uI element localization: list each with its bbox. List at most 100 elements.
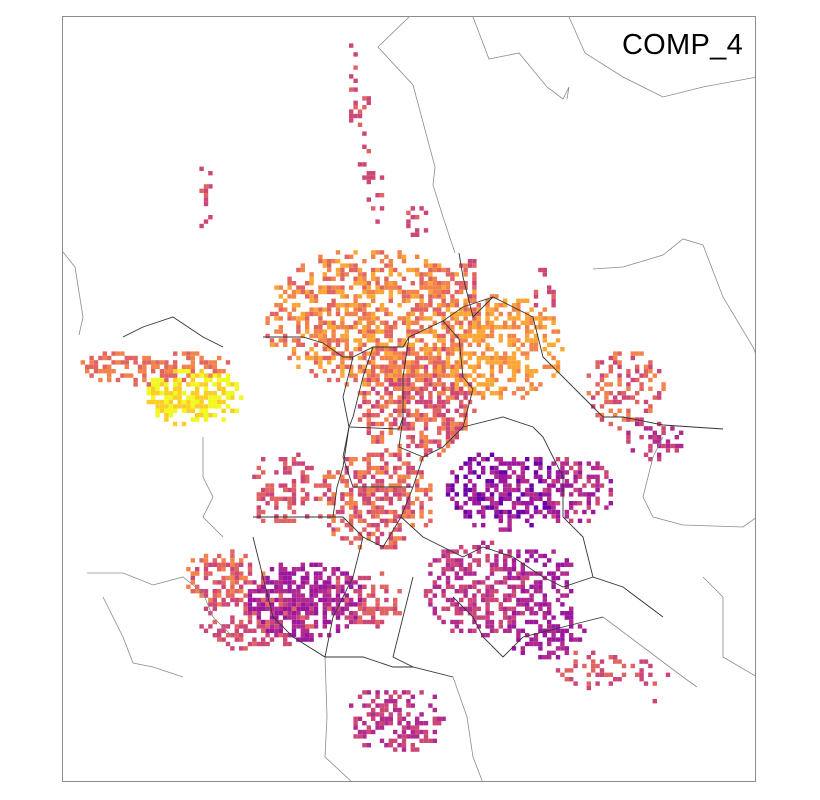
hex-cell bbox=[401, 298, 407, 303]
hex-cell bbox=[503, 575, 508, 581]
hex-cell bbox=[450, 369, 455, 374]
hex-cell bbox=[428, 602, 433, 607]
district-inner-b bbox=[348, 346, 404, 430]
hex-cell bbox=[533, 386, 539, 391]
hex-cell bbox=[472, 333, 477, 339]
hex-cell bbox=[296, 593, 301, 598]
hex-cell bbox=[406, 492, 411, 497]
hex-cell bbox=[384, 369, 389, 374]
hex-cell bbox=[419, 439, 424, 444]
hex-cell bbox=[305, 514, 310, 519]
hex-cell bbox=[366, 743, 371, 748]
hex-cell bbox=[375, 347, 380, 352]
hex-cell bbox=[599, 483, 605, 488]
hex-cell bbox=[432, 716, 437, 721]
hex-cell bbox=[379, 430, 385, 435]
hex-cell bbox=[428, 347, 433, 352]
hex-cell bbox=[265, 333, 270, 339]
hex-cell bbox=[560, 593, 565, 598]
hex-cell bbox=[410, 351, 415, 356]
hex-cell bbox=[498, 518, 503, 523]
hex-cell bbox=[199, 624, 204, 629]
hex-cell bbox=[291, 347, 297, 352]
hex-cell bbox=[652, 373, 657, 378]
hex-cell bbox=[525, 509, 530, 515]
hex-cell bbox=[274, 633, 279, 638]
hex-cell bbox=[489, 320, 495, 325]
hex-cell bbox=[344, 254, 349, 259]
hex-cell bbox=[221, 637, 226, 642]
hex-cell bbox=[406, 325, 411, 330]
hex-cell bbox=[278, 307, 283, 312]
hex-cell bbox=[221, 580, 226, 585]
hex-cell bbox=[613, 360, 618, 365]
hex-cell bbox=[608, 364, 613, 369]
hex-cell bbox=[322, 483, 327, 488]
hex-cell bbox=[401, 254, 407, 259]
hex-cell bbox=[476, 624, 481, 629]
hex-cell bbox=[366, 382, 371, 387]
hex-cell bbox=[415, 303, 420, 308]
hex-cell bbox=[344, 311, 349, 317]
hex-cell bbox=[305, 580, 310, 585]
hex-cell bbox=[366, 351, 371, 356]
hex-cell bbox=[463, 360, 468, 365]
hex-cell bbox=[595, 461, 600, 466]
hex-cell bbox=[335, 338, 341, 343]
hex-cell bbox=[384, 465, 389, 471]
hex-cell bbox=[261, 628, 266, 633]
hex-cell bbox=[344, 470, 349, 475]
hex-cell bbox=[340, 479, 345, 484]
hex-cell bbox=[357, 593, 363, 598]
hex-cell bbox=[533, 580, 539, 585]
hex-cell bbox=[357, 272, 363, 277]
hex-cell bbox=[520, 584, 525, 589]
hex-cell bbox=[401, 373, 407, 378]
hex-cell bbox=[225, 382, 231, 387]
hex-cell bbox=[247, 641, 253, 647]
hex-cell bbox=[507, 575, 512, 581]
hex-cell bbox=[437, 294, 442, 299]
hex-cell bbox=[357, 694, 363, 699]
hex-cell bbox=[256, 514, 261, 519]
hex-cell bbox=[459, 285, 464, 290]
hex-cell bbox=[454, 562, 459, 567]
hex-cell bbox=[463, 509, 468, 515]
hex-cell bbox=[89, 373, 94, 378]
hex-cell bbox=[485, 347, 490, 352]
hex-cell bbox=[529, 496, 534, 501]
hex-cell bbox=[410, 364, 415, 369]
hex-cell bbox=[406, 364, 411, 369]
hex-cell bbox=[445, 289, 451, 295]
hex-cell bbox=[344, 307, 349, 312]
hex-cell bbox=[476, 364, 481, 369]
hex-cell bbox=[494, 303, 499, 308]
hex-cell bbox=[485, 298, 490, 303]
hex-cell bbox=[274, 580, 279, 585]
hex-cell bbox=[476, 474, 481, 479]
hex-cell bbox=[621, 663, 627, 669]
hex-cell bbox=[481, 465, 486, 471]
hex-cell bbox=[331, 567, 336, 572]
hex-cell bbox=[494, 562, 499, 567]
hex-cell bbox=[371, 175, 376, 180]
hex-cell bbox=[195, 567, 200, 572]
hex-cell bbox=[489, 492, 495, 497]
hex-cell bbox=[406, 311, 411, 317]
hex-cell bbox=[362, 144, 367, 149]
hex-cell bbox=[401, 408, 407, 413]
hex-cell bbox=[265, 580, 270, 585]
hex-cell bbox=[643, 452, 649, 457]
hex-cell bbox=[485, 553, 490, 559]
hex-cell bbox=[327, 307, 332, 312]
hex-cell bbox=[489, 325, 495, 330]
hex-cell bbox=[503, 553, 508, 559]
hex-cell bbox=[287, 615, 292, 620]
hex-cell bbox=[322, 580, 327, 585]
hex-cell bbox=[520, 646, 525, 651]
hex-cell bbox=[608, 391, 613, 396]
hex-cell bbox=[564, 571, 569, 576]
hex-cell bbox=[384, 404, 389, 409]
hex-cell bbox=[432, 694, 437, 699]
hex-cell bbox=[450, 395, 455, 400]
